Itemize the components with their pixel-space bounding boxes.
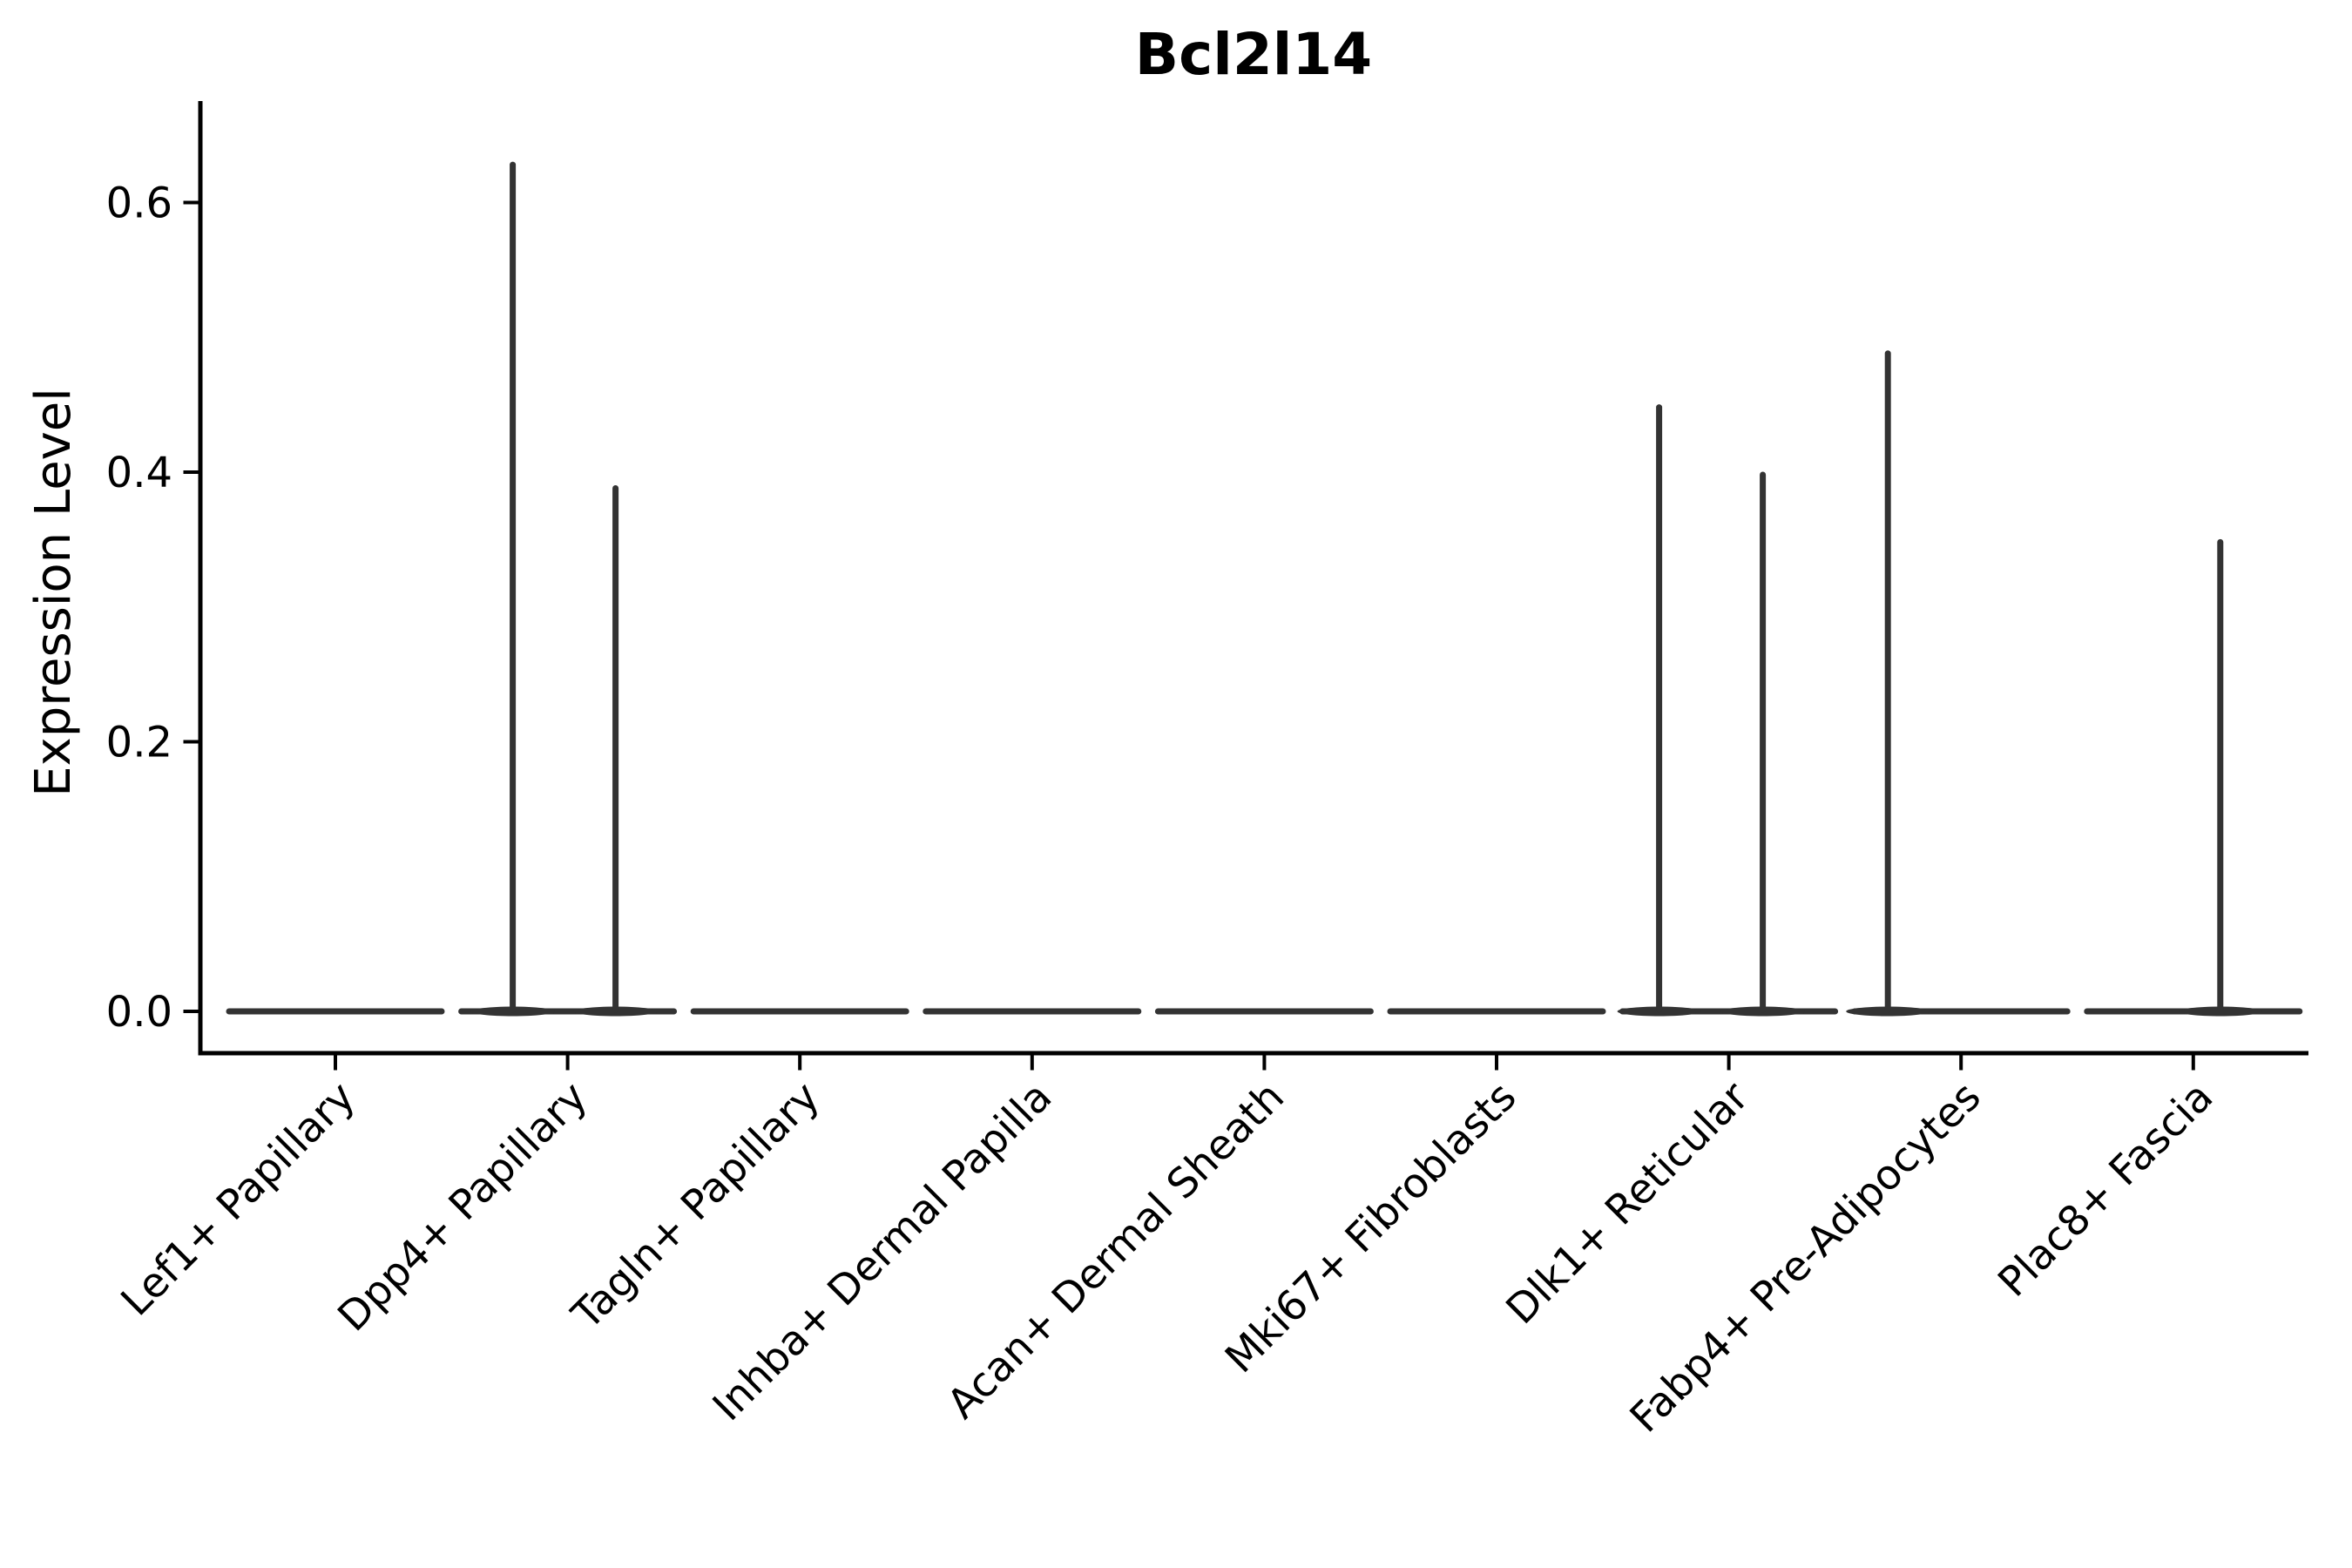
x-category-label: Lef1+ Papillary bbox=[112, 1073, 365, 1326]
y-tick-label: 0.0 bbox=[106, 988, 172, 1037]
x-category-label: Plac8+ Fascia bbox=[1989, 1073, 2222, 1307]
chart-title: Bcl2l14 bbox=[1134, 21, 1373, 88]
y-tick-label: 0.2 bbox=[106, 719, 172, 767]
x-category-label: Dpp4+ Papillary bbox=[328, 1073, 597, 1342]
x-category-label: Dlk1+ Reticular bbox=[1497, 1072, 1759, 1334]
x-category-label: Tagln+ Papillary bbox=[563, 1073, 829, 1340]
y-tick-label: 0.4 bbox=[106, 449, 172, 497]
y-tick-label: 0.6 bbox=[106, 179, 172, 228]
